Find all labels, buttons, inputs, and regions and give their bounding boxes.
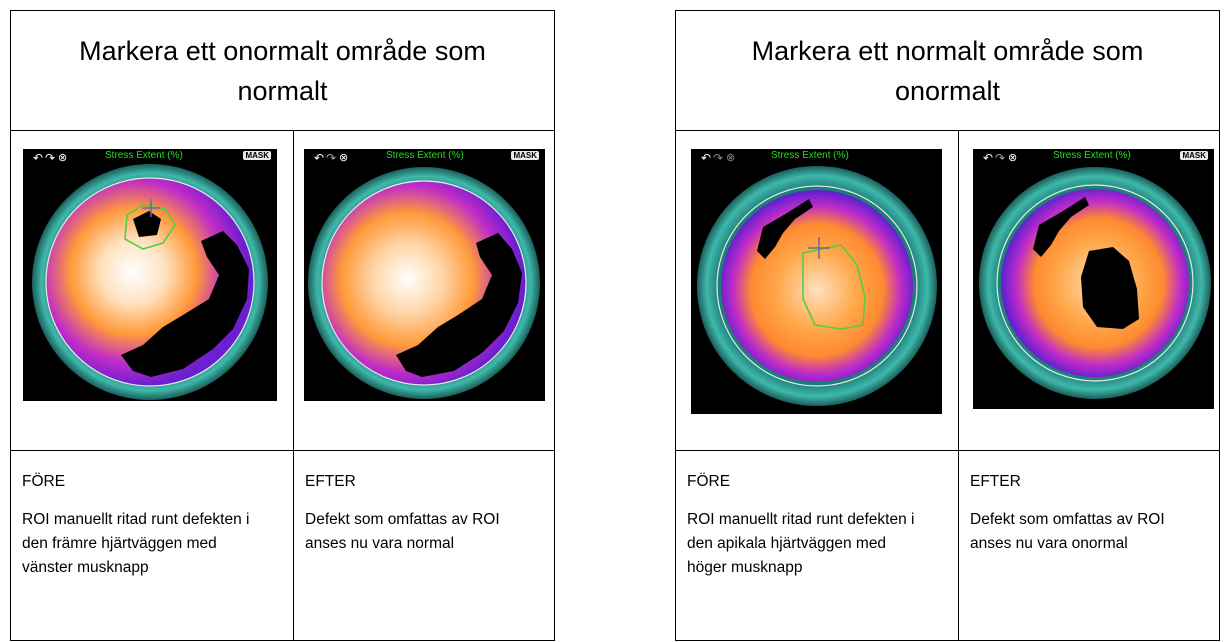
defect-region (1033, 197, 1089, 257)
defect-region (133, 211, 161, 237)
caption-heading: FÖRE (22, 473, 66, 490)
polar-map-after-graphic (979, 167, 1211, 399)
caption-before: FÖRE ROI manuellt ritad runt defekten i … (687, 470, 927, 580)
roi-outline (802, 244, 866, 330)
undo-icon[interactable]: ↶ (701, 151, 712, 165)
column-divider (293, 131, 294, 640)
overlay-label: Stress Extent (%) (1053, 150, 1131, 161)
mask-button[interactable]: MASK (511, 151, 539, 160)
defect-region (757, 199, 813, 259)
caption-heading: EFTER (970, 473, 1021, 490)
caption-after: EFTER Defekt som omfattas av ROI anses n… (970, 470, 1210, 556)
contour-line (716, 185, 918, 387)
caption-text: Defekt som omfattas av ROI anses nu vara… (970, 511, 1165, 552)
column-divider (958, 131, 959, 640)
contour-line (321, 180, 527, 386)
caption-after: EFTER Defekt som omfattas av ROI anses n… (305, 470, 545, 556)
overlay-label: Stress Extent (%) (105, 150, 183, 161)
caption-text: Defekt som omfattas av ROI anses nu vara… (305, 511, 500, 552)
caption-text: ROI manuellt ritad runt defekten i den a… (687, 511, 915, 576)
row-divider (11, 450, 554, 451)
polar-map-before: ↶ ↷ ⊗ Stress Extent (%) (691, 149, 942, 414)
polar-map-after-graphic (308, 167, 540, 399)
mask-button[interactable]: MASK (1180, 151, 1208, 160)
defect-region (396, 233, 522, 377)
row-divider (676, 450, 1219, 451)
redo-icon[interactable]: ↷ (995, 151, 1006, 165)
caption-before: FÖRE ROI manuellt ritad runt defekten i … (22, 470, 262, 580)
close-icon[interactable]: ⊗ (726, 152, 736, 164)
polar-fill (721, 190, 913, 382)
caption-text: ROI manuellt ritad runt defekten i den f… (22, 511, 250, 576)
undo-icon[interactable]: ↶ (314, 151, 325, 165)
caption-heading: FÖRE (687, 473, 731, 490)
close-icon[interactable]: ⊗ (339, 152, 349, 164)
panel-title: Markera ett normalt område som onormalt (676, 11, 1219, 131)
polar-map-after: ↶ ↷ ⊗ Stress Extent (%) MASK (304, 149, 545, 401)
panel-title: Markera ett onormalt område som normalt (11, 11, 554, 131)
close-icon[interactable]: ⊗ (58, 152, 68, 164)
polar-map-after: ↶ ↷ ⊗ Stress Extent (%) MASK (973, 149, 1214, 409)
polar-map-before: ↶ ↷ ⊗ Stress Extent (%) MASK (23, 149, 277, 401)
polar-map-before-graphic (32, 164, 268, 400)
close-icon[interactable]: ⊗ (1008, 152, 1018, 164)
mask-button[interactable]: MASK (243, 151, 271, 160)
redo-icon[interactable]: ↷ (326, 151, 337, 165)
defect-region (1081, 247, 1139, 329)
overlay-label: Stress Extent (%) (771, 150, 849, 161)
caption-heading: EFTER (305, 473, 356, 490)
undo-icon[interactable]: ↶ (983, 151, 994, 165)
contour-line (45, 177, 255, 387)
redo-icon[interactable]: ↷ (45, 151, 56, 165)
defect-region (121, 231, 249, 377)
overlay-label: Stress Extent (%) (386, 150, 464, 161)
redo-icon[interactable]: ↷ (713, 151, 724, 165)
polar-map-before-graphic (697, 166, 937, 406)
panel-normal-to-abnormal: Markera ett normalt område som onormalt (675, 10, 1220, 641)
roi-outline (124, 204, 176, 250)
contour-line (996, 184, 1194, 382)
undo-icon[interactable]: ↶ (33, 151, 44, 165)
panel-abnormal-to-normal: Markera ett onormalt område som normalt (10, 10, 555, 641)
